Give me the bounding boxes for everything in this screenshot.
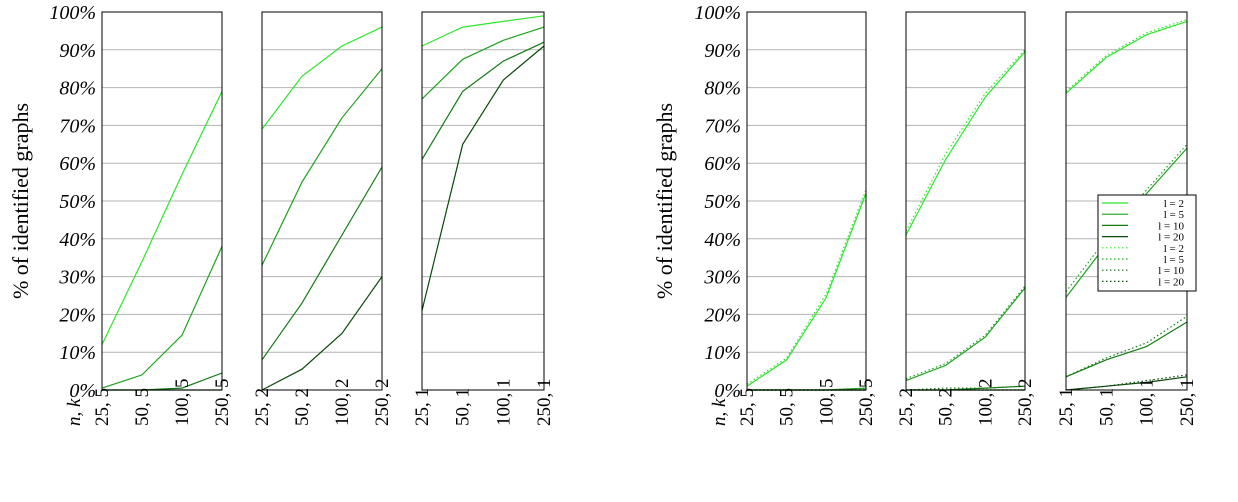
x-tick-label: 250, 1 [1177,379,1198,427]
x-tick-label: 50, 1 [1096,388,1117,426]
panel-frame [905,11,1026,391]
panel-3: 25, 1 50, 1 100, 1 250, 1 [1056,11,1198,427]
series-line [261,276,383,391]
y-tick-label: 70% [59,115,96,137]
series-line [905,49,1026,232]
y-tick-label: 40% [704,229,741,251]
series-line [1065,143,1188,293]
x-tick-label: 250, 5 [212,379,233,427]
series-line [905,287,1026,382]
panel-1: 25, 5 50, 5 100, 5 250, 5 [92,11,233,427]
y-tick-label: 80% [704,78,741,100]
y-tick-label: 60% [704,153,741,175]
x-axis-header: n, k [64,398,85,426]
y-axis-label: % of identified graphs [8,103,33,299]
y-tick-label: 10% [59,342,96,364]
panel-frame [101,11,223,391]
series-line [1065,19,1188,92]
y-tick-label: 100% [694,2,741,24]
series-line [102,372,223,391]
y-tick-label: 60% [59,153,96,175]
y-tick-label: 90% [59,40,96,62]
y-tick-label: 30% [58,267,96,289]
series-line [101,246,223,389]
x-tick-label: 250, 5 [856,379,877,427]
chart-2: % of identified graphs 0% 10% 20% 30% 40% 50% 6… [652,2,1198,426]
x-tick-label: 250, 2 [372,379,393,427]
y-tick-label: 90% [704,40,741,62]
series-line [101,91,223,345]
x-tick-label: 25, 1 [1056,388,1077,426]
y-axis-label: % of identified graphs [652,103,677,299]
series-line [421,26,545,100]
x-tick-label: 50, 1 [453,388,474,426]
panel-frame [421,11,545,391]
legend-box [1097,194,1197,292]
x-tick-label: 100, 5 [172,379,193,427]
panel-3: 25, 1 50, 1 100, 1 250, 1 [412,11,555,427]
x-tick-label: 25, 5 [92,388,113,426]
legend-label: l = 10 [1158,220,1184,232]
x-tick-label: 50, 2 [292,388,313,426]
x-tick-label: 50, 2 [936,388,957,426]
series-line [746,193,867,387]
y-tick-label: 80% [59,78,96,100]
series-line [1065,374,1188,391]
legend-label: l = 2 [1164,198,1184,210]
series-line [261,166,383,361]
x-tick-label: 25, 2 [252,388,273,426]
legend-label: l = 5 [1164,209,1185,221]
x-tick-label: 50, 5 [132,388,153,426]
y-tick-label: 50% [704,191,741,213]
x-tick-label: 100, 2 [975,379,996,426]
x-axis-header: n, k [709,398,730,426]
series-line [1065,321,1188,378]
legend-label: l = 10 [1158,265,1184,277]
y-tick-label: 70% [704,115,741,137]
y-tick-label: 20% [59,304,96,326]
panel-1: 25, 5 50, 5 100, 5 250, 5 [737,11,877,427]
x-tick-label: 100, 5 [816,379,837,427]
y-tick-label: 0% [69,380,96,402]
x-tick-label: 100, 1 [493,378,514,426]
x-tick-label: 25, 1 [412,388,433,426]
x-tick-label: 250, 1 [534,379,555,427]
y-tick-label: 100% [49,2,96,24]
series-line [905,285,1026,380]
legend-label: l = 2 [1164,243,1184,255]
y-tick-label: 10% [704,342,741,364]
legend-label: l = 20 [1158,232,1184,244]
panel-frame [261,11,383,391]
panel-frame [746,11,867,391]
series-line [261,26,383,130]
series-line [421,15,545,47]
series-line [421,41,545,160]
y-tick-label: 50% [59,191,96,213]
series-line [1065,315,1188,378]
series-line [261,68,383,266]
y-tick-label: 30% [703,267,741,289]
legend-label: l = 20 [1158,276,1184,288]
series-line [905,51,1026,236]
series-line [746,189,867,385]
y-tick-label: 40% [59,229,96,251]
series-line [1065,20,1188,94]
panel-2: 25, 2 50, 2 100, 2 250, 2 [252,11,393,427]
y-tick-label: 0% [714,380,741,402]
legend-label: l = 5 [1164,254,1185,266]
series-line [421,45,545,311]
x-tick-label: 50, 5 [777,388,798,426]
x-tick-label: 250, 2 [1015,379,1036,427]
x-tick-label: 25, 2 [896,388,917,426]
y-tick-label: 20% [704,304,741,326]
panel-2: 25, 2 50, 2 100, 2 250, 2 [896,11,1036,427]
chart-1: % of identified graphs 0% 10% 20% 30% 40% 50% 6… [8,2,555,426]
x-tick-label: 100, 1 [1137,379,1158,427]
x-tick-label: 100, 2 [332,379,353,427]
legend: l = 2l = 5l = 10l = 20l = 2l = 5l = 10l … [1097,194,1197,292]
x-tick-label: 25, 5 [737,388,758,426]
